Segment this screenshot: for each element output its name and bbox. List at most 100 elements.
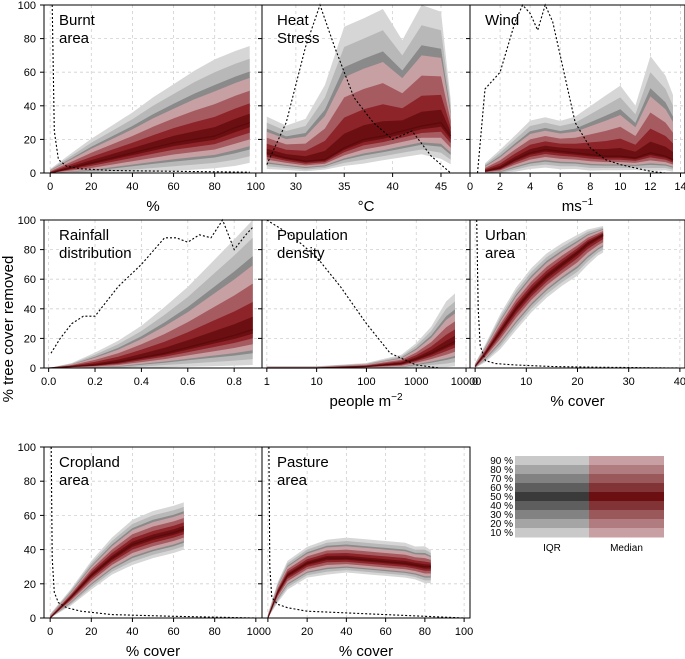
legend-swatch-iqr xyxy=(515,528,589,538)
legend-swatch-median xyxy=(589,519,664,529)
quantile-band-5 xyxy=(475,231,604,368)
median-line xyxy=(50,122,250,174)
legend-swatch-median xyxy=(589,528,664,538)
panel-title: Cropland area xyxy=(59,454,120,489)
x-tick-label: 0 xyxy=(467,181,473,193)
quantile-band-7 xyxy=(48,316,253,368)
density-line xyxy=(51,4,250,173)
y-tick-label: 60 xyxy=(24,67,36,79)
density-line xyxy=(476,219,680,369)
y-axis-label: % tree cover removed xyxy=(0,256,17,403)
quantile-band-5 xyxy=(267,549,431,618)
legend-swatch-iqr xyxy=(515,519,589,529)
quantile-band-7 xyxy=(266,109,451,163)
legend-level-label: 10 % xyxy=(490,528,513,539)
density-line xyxy=(268,446,465,619)
panel-title: Wind xyxy=(485,12,519,29)
x-tick-label: 100 xyxy=(247,626,265,638)
y-tick-label: 40 xyxy=(24,545,36,557)
x-tick-label: 10 xyxy=(311,376,323,388)
legend-level-label: 30 % xyxy=(490,510,513,521)
x-axis-label: % cover xyxy=(339,643,393,659)
legend-level-label: 60 % xyxy=(490,483,513,494)
legend-level-label: 40 % xyxy=(490,501,513,512)
y-tick-label: 100 xyxy=(18,442,36,454)
panel-3: 0 2 4 6 8 10 12 14 ms−1 Wind xyxy=(466,3,685,215)
quantile-band-7 xyxy=(50,526,184,618)
x-tick-label: 30 xyxy=(290,181,302,193)
panel-7: 0 20 40 60 80 100 0 20 40 60 80 100 % cover Cropland a… xyxy=(18,442,265,659)
x-axis-label: °C xyxy=(358,198,375,215)
median-line xyxy=(49,528,184,619)
panel-frame xyxy=(469,4,685,174)
median-line xyxy=(267,557,431,619)
density-line xyxy=(50,218,254,354)
x-tick-label: 6 xyxy=(557,181,563,193)
x-axis-label: % cover xyxy=(126,643,180,659)
x-axis-label: ms−1 xyxy=(562,197,594,215)
x-tick-label: 60 xyxy=(167,181,179,193)
panel-title: Heat Stress xyxy=(277,12,320,47)
y-tick-label: 40 xyxy=(24,101,36,113)
x-tick-label: 0.0 xyxy=(41,376,56,388)
panel-title: Burnt area xyxy=(59,12,96,47)
y-tick-label: 80 xyxy=(24,245,36,257)
x-tick-label: 30 xyxy=(623,376,635,388)
x-tick-label: 2 xyxy=(497,181,503,193)
x-tick-label: 1000 xyxy=(404,376,428,388)
median-line xyxy=(484,148,674,172)
x-tick-label: 0 xyxy=(47,181,53,193)
legend-swatch-median xyxy=(589,492,664,502)
x-tick-label: 20 xyxy=(85,181,97,193)
x-tick-label: 40 xyxy=(386,181,398,193)
x-tick-label: 100 xyxy=(247,181,265,193)
x-tick-label: 14 xyxy=(674,181,685,193)
x-tick-label: 40 xyxy=(340,626,352,638)
legend-swatch-iqr xyxy=(515,465,589,475)
panel-8: 0 20 40 60 80 100 % cover Pasture area xyxy=(258,446,473,659)
x-tick-label: 0.2 xyxy=(87,376,102,388)
panel-frame xyxy=(261,446,471,619)
panel-4: 0.0 0.2 0.4 0.6 0.8 0 20 40 60 80 100 Rainfall distr… xyxy=(18,215,263,388)
x-tick-label: 20 xyxy=(571,376,583,388)
y-tick-label: 60 xyxy=(24,510,36,522)
x-tick-label: 100 xyxy=(357,376,375,388)
x-tick-label: 0.4 xyxy=(134,376,149,388)
legend-swatch-median xyxy=(589,501,664,511)
quantile-band-6 xyxy=(50,103,250,173)
panel-6: 0 10 20 30 40 % cover Urban area xyxy=(466,219,685,410)
x-tick-label: 8 xyxy=(587,181,593,193)
x-tick-label: 10 xyxy=(614,181,626,193)
y-tick-label: 20 xyxy=(24,579,36,591)
panel-title: Population density xyxy=(277,227,348,262)
x-tick-label: 40 xyxy=(126,626,138,638)
quantile-band-7 xyxy=(50,113,250,173)
median-line xyxy=(474,234,604,367)
legend-level-label: 70 % xyxy=(490,474,513,485)
x-tick-label: 80 xyxy=(209,626,221,638)
x-tick-label: 100 xyxy=(455,626,473,638)
quantile-band-5 xyxy=(50,90,250,173)
panel-1: 0 20 40 60 80 100 0 20 40 60 80 100% Burnt area xyxy=(18,0,265,215)
density-line xyxy=(266,3,452,174)
x-tick-label: 10000 xyxy=(451,376,482,388)
x-tick-label: 80 xyxy=(209,181,221,193)
x-tick-label: 0 xyxy=(472,376,478,388)
x-tick-label: 60 xyxy=(379,626,391,638)
legend-level-label: 80 % xyxy=(490,465,513,476)
panel-5: 1 10 100 1000 10000 people m−2 Population densi… xyxy=(258,219,482,410)
legend-column-iqr: IQR xyxy=(543,543,561,554)
x-axis-label: % xyxy=(146,198,159,215)
x-tick-label: 20 xyxy=(301,626,313,638)
x-tick-label: 45 xyxy=(435,181,447,193)
x-tick-label: 12 xyxy=(644,181,656,193)
y-tick-label: 80 xyxy=(24,476,36,488)
legend-swatch-median xyxy=(589,510,664,520)
legend-swatch-iqr xyxy=(515,456,589,466)
x-axis-label: % cover xyxy=(550,393,604,410)
y-tick-label: 100 xyxy=(18,215,36,227)
panel-title: Rainfall distribution xyxy=(59,227,132,262)
legend-swatch-median xyxy=(589,456,664,466)
legend-swatch-median xyxy=(589,474,664,484)
